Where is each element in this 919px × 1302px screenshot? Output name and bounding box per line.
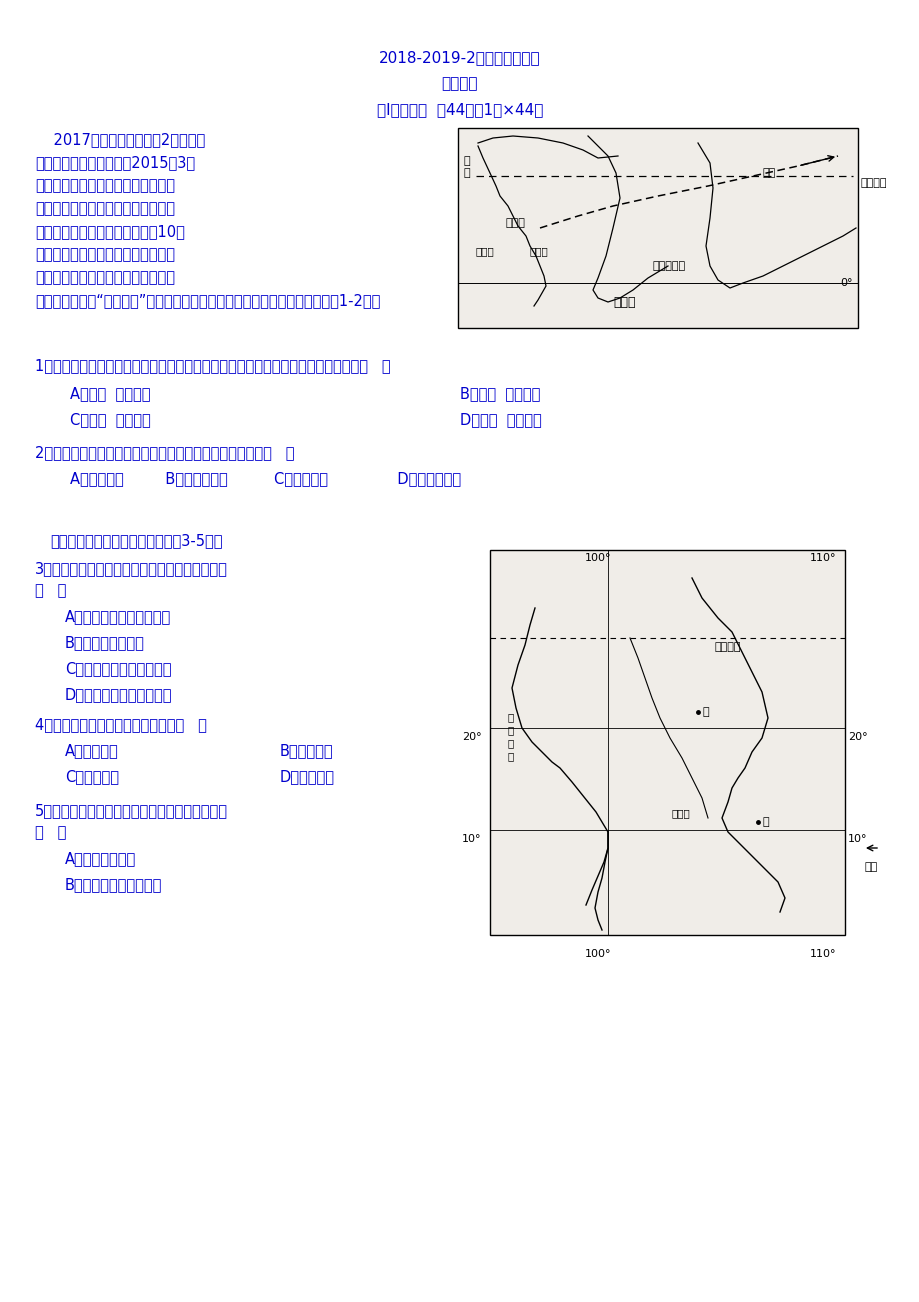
Text: A．机械化水平高: A．机械化水平高 (65, 852, 136, 866)
Text: 高二地理: 高二地理 (441, 76, 478, 91)
Text: B．受沿岸寒流影响: B．受沿岸寒流影响 (65, 635, 144, 650)
Text: 第Ⅰ卷选择题  （44分，1分×44）: 第Ⅰ卷选择题 （44分，1分×44） (377, 102, 542, 117)
Text: 110°: 110° (809, 553, 835, 562)
Text: 马六甲海峡: 马六甲海峡 (652, 260, 686, 271)
Text: 2．索马里海域夏季渔业资源丰富，与其成因相似的渔场是（   ）: 2．索马里海域夏季渔业资源丰富，与其成因相似的渔场是（ ） (35, 445, 294, 460)
Text: 国家的公民从也门的亚丁港转移至吉: 国家的公民从也门的亚丁港转移至吉 (35, 247, 175, 262)
Text: 曼: 曼 (507, 738, 514, 749)
Text: 10°: 10° (461, 835, 481, 844)
Text: 3．图示区域西部沿海地区降水丰富，主要是由于: 3．图示区域西部沿海地区降水丰富，主要是由于 (35, 561, 228, 575)
Text: 海军进行的救援行动是以2015年3月: 海军进行的救援行动是以2015年3月 (35, 155, 195, 171)
Text: 亚丁湾: 亚丁湾 (505, 217, 526, 228)
Text: 吉布提: 吉布提 (529, 246, 548, 256)
Text: 红: 红 (463, 156, 471, 165)
Text: （   ）: （ ） (35, 825, 66, 840)
Text: 索马里: 索马里 (475, 246, 494, 256)
Text: D．流水堆积: D．流水堆积 (279, 769, 335, 784)
Text: 5．下列选项中，符合乙地农业地域类型特点的是: 5．下列选项中，符合乙地农业地域类型特点的是 (35, 803, 228, 818)
Text: A．夏季  顺风顺水: A．夏季 顺风顺水 (70, 385, 151, 401)
Text: 0°: 0° (839, 279, 852, 288)
Text: 乙: 乙 (702, 707, 709, 717)
Text: 海: 海 (463, 168, 471, 178)
Text: 2018-2019-2第一次月考考试: 2018-2019-2第一次月考考试 (379, 49, 540, 65)
Text: B．冬季  顺风顺水: B．冬季 顺风顺水 (460, 385, 539, 401)
Text: 110°: 110° (809, 949, 835, 960)
Text: 沂舰也被比作是“诺亚方舟”。右图为我国海军护航编队航线示意图。据此完戝1-2题。: 沂舰也被比作是“诺亚方舟”。右图为我国海军护航编队航线示意图。据此完戝1-2题。 (35, 293, 380, 309)
Text: 4．甲地地貌形成的外力作用主要是（   ）: 4．甲地地貌形成的外力作用主要是（ ） (35, 717, 207, 732)
Text: 公民生命财产安全，我国政府派遣海: 公民生命财产安全，我国政府派遣海 (35, 201, 175, 216)
Text: 右图为世界某区域略图，读图完成3-5题。: 右图为世界某区域略图，读图完成3-5题。 (50, 533, 222, 548)
Text: 三亚: 三亚 (762, 168, 776, 178)
Text: 1．我国护航编队前往亚丁湾海域执行护航任务的最佳季节及自然原因对应正确的是（   ）: 1．我国护航编队前往亚丁湾海域执行护航任务的最佳季节及自然原因对应正确的是（ ） (35, 358, 391, 372)
Text: B．粗放经营，商品率低: B．粗放经营，商品率低 (65, 878, 162, 892)
Text: 泰国湾: 泰国湾 (671, 809, 690, 818)
Text: C．夏季  逆风逆水: C．夏季 逆风逆水 (70, 411, 151, 427)
Text: 20°: 20° (847, 732, 867, 742)
Text: D．东南信风带来丰沛水汽: D．东南信风带来丰沛水汽 (65, 687, 173, 702)
Text: （   ）: （ ） (35, 583, 66, 598)
Text: 军第十九批护航编队成功将来自10个: 军第十九批护航编队成功将来自10个 (35, 224, 185, 240)
Text: D．冬季  逆风逆水: D．冬季 逆风逆水 (460, 411, 541, 427)
Text: 布提共和国吉布提港，执行任务的临: 布提共和国吉布提港，执行任务的临 (35, 270, 175, 285)
Bar (458, 128, 857, 328)
Text: 的也门撤侨行动为原型。为保护我国: 的也门撤侨行动为原型。为保护我国 (35, 178, 175, 193)
Text: A．盛行西风受到地形抬升: A．盛行西风受到地形抬升 (65, 609, 171, 624)
Text: A．风力堆积: A．风力堆积 (65, 743, 119, 758)
Text: C．西南季风受到地形抬升: C．西南季风受到地形抬升 (65, 661, 171, 676)
Text: 100°: 100° (584, 949, 611, 960)
Text: 海: 海 (507, 751, 514, 760)
Text: 河流: 河流 (864, 862, 878, 872)
Text: 安: 安 (507, 712, 514, 723)
Text: 2017年热播电影《战牗2》中我国: 2017年热播电影《战牗2》中我国 (35, 132, 205, 147)
Text: A．秘鲁渔场         B．北海道渔场          C．舟山渔场               D．纽芬兰渔场: A．秘鲁渔场 B．北海道渔场 C．舟山渔场 D．纽芬兰渔场 (70, 471, 460, 486)
Text: 达: 达 (507, 725, 514, 736)
Text: 甲: 甲 (762, 816, 769, 827)
Text: C．流水侵蚀: C．流水侵蚀 (65, 769, 119, 784)
Text: 10°: 10° (847, 835, 867, 844)
Text: B．风力侵蚀: B．风力侵蚀 (279, 743, 334, 758)
Text: 100°: 100° (584, 553, 611, 562)
Text: 20°: 20° (461, 732, 482, 742)
Text: 印度洋: 印度洋 (612, 296, 635, 309)
Bar (490, 549, 844, 935)
Text: 北回归线: 北回归线 (714, 642, 741, 652)
Text: 北回归线: 北回归线 (860, 178, 887, 187)
